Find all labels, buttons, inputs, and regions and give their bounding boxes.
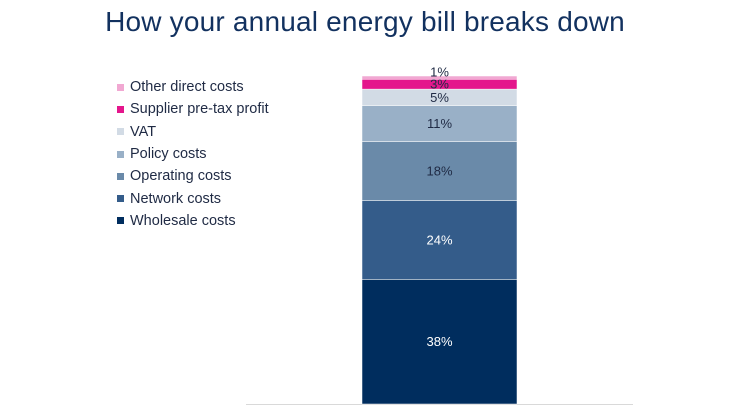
data-label-6: 1% bbox=[430, 65, 449, 80]
data-label-3: 11% bbox=[427, 116, 452, 131]
legend-item: VAT bbox=[117, 121, 269, 143]
legend-item: Other direct costs bbox=[117, 76, 269, 98]
legend-label: Operating costs bbox=[130, 168, 232, 185]
bar-segment-6 bbox=[361, 75, 518, 80]
legend-item: Wholesale costs bbox=[117, 210, 269, 232]
chart-title: How your annual energy bill breaks down bbox=[105, 6, 625, 37]
legend-swatch bbox=[117, 83, 124, 91]
data-label-0: 38% bbox=[426, 334, 452, 349]
legend: Other direct costs Supplier pre-tax profi… bbox=[117, 76, 269, 232]
legend-swatch bbox=[117, 172, 124, 180]
bar-segment-3 bbox=[361, 105, 518, 142]
legend-label: Policy costs bbox=[130, 146, 207, 163]
legend-item: Operating costs bbox=[117, 165, 269, 187]
legend-item: Policy costs bbox=[117, 143, 269, 165]
legend-label: Network costs bbox=[130, 190, 222, 207]
legend-item: Network costs bbox=[117, 187, 269, 209]
bar-segment-0 bbox=[361, 279, 518, 405]
legend-swatch bbox=[117, 105, 124, 113]
legend-label: VAT bbox=[130, 123, 157, 140]
data-label-1: 24% bbox=[426, 233, 452, 248]
bar-segment-1 bbox=[361, 200, 518, 280]
legend-label: Other direct costs bbox=[130, 79, 244, 96]
legend-swatch bbox=[117, 195, 124, 203]
legend-swatch bbox=[117, 150, 124, 158]
data-label-4: 5% bbox=[430, 90, 449, 105]
data-label-2: 18% bbox=[426, 164, 452, 179]
legend-swatch bbox=[117, 128, 124, 136]
legend-label: Supplier pre-tax profit bbox=[130, 101, 269, 118]
data-label-5: 3% bbox=[430, 77, 449, 92]
legend-label: Wholesale costs bbox=[130, 212, 236, 229]
legend-swatch bbox=[117, 217, 124, 225]
legend-item: Supplier pre-tax profit bbox=[117, 98, 269, 120]
